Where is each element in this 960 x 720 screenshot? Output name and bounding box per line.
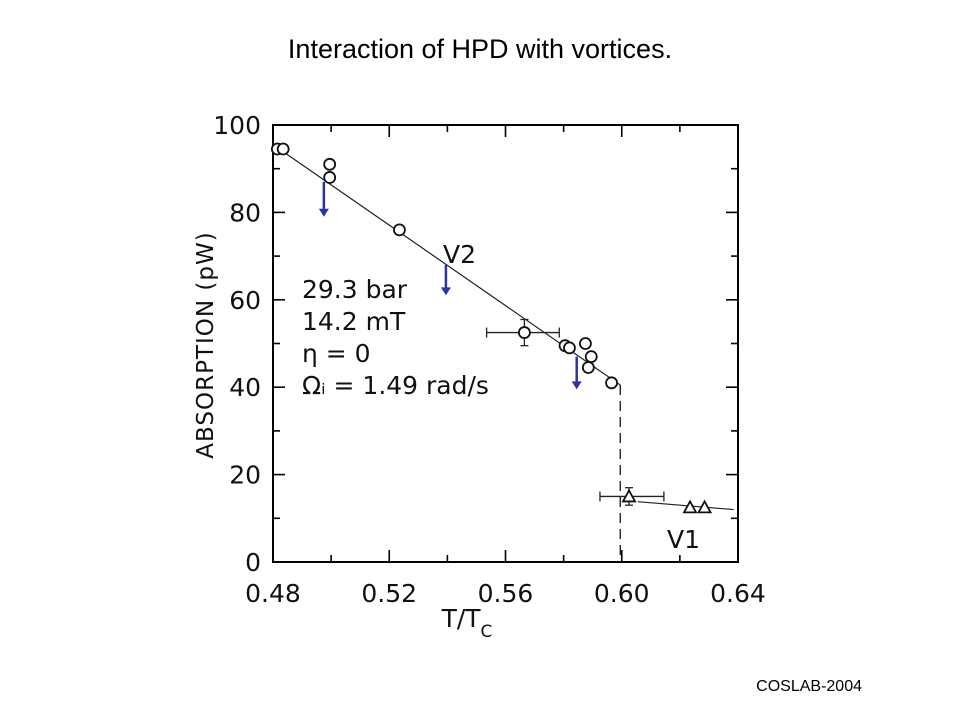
arrow-head	[318, 208, 329, 217]
data-point-circle	[584, 350, 598, 364]
y-tick-label: 60	[229, 286, 261, 315]
data-point-circle	[605, 376, 618, 390]
y-tick-label: 0	[245, 548, 261, 577]
data-point-circle	[323, 157, 337, 171]
x-axis-label-sub: C	[481, 622, 493, 642]
data-markers	[270, 142, 713, 514]
data-point-circle	[579, 337, 592, 350]
arrow-head	[440, 287, 451, 296]
slide-title: Interaction of HPD with vortices.	[287, 34, 673, 64]
data-point-circle	[276, 142, 290, 156]
data-point-circle	[323, 171, 337, 184]
x-axis-label: T/TC	[441, 604, 493, 642]
y-tick-label: 100	[213, 111, 261, 140]
x-axis-label-main: T/T	[441, 604, 482, 633]
data-point-circle	[581, 361, 595, 374]
x-tick-label: 0.56	[478, 579, 534, 608]
x-tick-label: 0.52	[361, 579, 417, 608]
series-label-v2: V2	[443, 240, 476, 269]
tick-labels: 0.48 0.52 0.56 0.60 0.64 0 20 40 60 80 100	[213, 111, 766, 608]
x-tick-label: 0.64	[710, 579, 766, 608]
data-point-triangle	[697, 499, 713, 514]
data-point-circle	[563, 341, 576, 355]
conditions-annotation: 29.3 bar 14.2 mT η = 0 Ωᵢ = 1.49 rad/s	[302, 275, 489, 400]
y-tick-label: 80	[229, 198, 261, 227]
arrow-head	[571, 381, 582, 390]
condition-omega: Ωᵢ = 1.49 rad/s	[302, 371, 489, 400]
data-point-circle	[517, 326, 531, 339]
axis-ticks	[272, 124, 739, 563]
y-tick-label: 40	[229, 373, 261, 402]
data-point-triangle	[621, 488, 637, 503]
data-point-circle	[393, 223, 406, 237]
vortex-arrows	[318, 181, 582, 390]
y-tick-label: 20	[229, 461, 261, 490]
fit-line	[637, 501, 734, 511]
condition-pressure: 29.3 bar	[302, 275, 408, 304]
x-tick-label: 0.60	[594, 579, 650, 608]
data-point-triangle	[682, 499, 698, 514]
y-axis-label: ABSORPTION (pW)	[193, 231, 219, 458]
x-tick-label: 0.48	[245, 579, 301, 608]
condition-field: 14.2 mT	[302, 307, 406, 336]
series-label-v1: V1	[667, 525, 700, 554]
condition-eta: η = 0	[302, 339, 371, 368]
footer-label: COSLAB-2004	[756, 678, 862, 695]
